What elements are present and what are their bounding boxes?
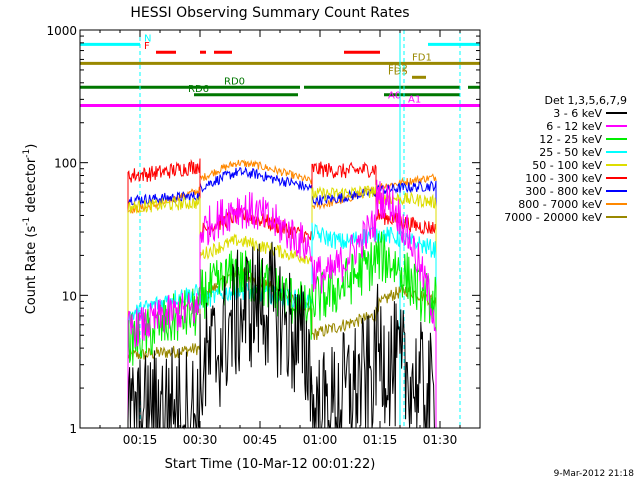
state-label-a0: A0 xyxy=(388,90,401,101)
legend-label: 25 - 50 keV xyxy=(539,146,602,159)
state-label-rd6: RD6 xyxy=(188,84,209,95)
y-axis-label-main: Count Rate (s xyxy=(24,226,39,315)
series-layer xyxy=(127,158,437,430)
legend-label: 300 - 800 keV xyxy=(525,185,602,198)
y-tick-label: 1000 xyxy=(46,24,77,38)
series-line xyxy=(127,184,437,428)
y-tick-label: 1 xyxy=(69,422,77,436)
x-tick-label: 01:00 xyxy=(303,433,338,447)
y-tick-label: 100 xyxy=(54,157,77,171)
axis-ticks: 00:15 00:30 00:45 01:00 01:15 01:30 1 10 100 1000 xyxy=(46,24,481,447)
y-tick-label: 10 xyxy=(62,289,77,303)
state-label-f: F xyxy=(144,41,150,52)
legend-label: 800 - 7000 keV xyxy=(518,198,602,211)
legend-label: 7000 - 20000 keV xyxy=(504,211,602,224)
state-label-rd0: RD0 xyxy=(224,76,245,87)
legend-title: Det 1,3,5,6,7,9 xyxy=(544,94,627,107)
series-line xyxy=(127,166,437,428)
legend-label: 3 - 6 keV xyxy=(553,107,602,120)
legend-label: 12 - 25 keV xyxy=(539,133,602,146)
x-tick-label: 01:30 xyxy=(423,433,458,447)
y-axis-label-end: ) xyxy=(24,144,39,149)
legend-label: 6 - 12 keV xyxy=(546,120,602,133)
x-axis-label: Start Time (10-Mar-12 00:01:22) xyxy=(165,457,376,472)
x-tick-label: 00:45 xyxy=(243,433,278,447)
state-label-fd1: FD1 xyxy=(412,52,432,63)
date-stamp: 9-Mar-2012 21:18 xyxy=(554,469,635,479)
y-axis-label-sup1: -1 xyxy=(22,217,32,226)
y-axis-label: Count Rate (s-1 detector-1) xyxy=(22,144,39,315)
y-axis-label-sup2: -1 xyxy=(22,149,32,158)
series-line xyxy=(127,179,437,428)
x-tick-label: 01:15 xyxy=(363,433,398,447)
series-line xyxy=(127,241,436,430)
y-axis-label-mid: detector xyxy=(24,157,39,217)
chart-title: HESSI Observing Summary Count Rates xyxy=(130,5,409,21)
x-tick-label: 00:30 xyxy=(183,433,218,447)
legend-label: 100 - 300 keV xyxy=(525,172,602,185)
state-label-n: N xyxy=(144,33,151,44)
x-tick-label: 00:15 xyxy=(123,433,158,447)
state-label-a1: A1 xyxy=(408,94,421,105)
legend-label: 50 - 100 keV xyxy=(532,159,602,172)
state-label-fd5: FD5 xyxy=(388,66,408,77)
state-label-fd2: FD2 xyxy=(388,64,408,75)
